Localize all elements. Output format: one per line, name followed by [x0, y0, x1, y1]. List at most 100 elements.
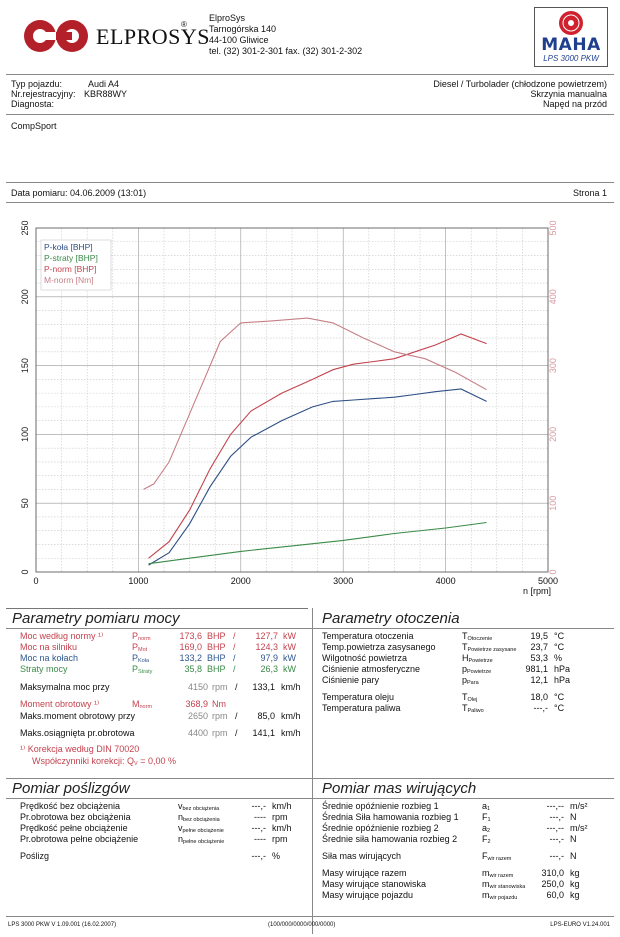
power-row-label: Moc na silniku — [20, 642, 78, 652]
mass-row-label: Masy wirujące stanowiska — [322, 879, 427, 889]
mass-row-value: ---,- — [549, 834, 565, 844]
ambient-row-value: 18,0 — [530, 692, 548, 702]
torque-unit: Nm — [212, 699, 226, 709]
series-line-3 — [143, 317, 487, 490]
y-left-tick-label: 200 — [20, 289, 30, 304]
mass-row-unit: m/s² — [570, 801, 588, 811]
company-street: Tarnogórska 140 — [209, 24, 277, 34]
ambient-row-sub: Powietrze zasysane — [467, 647, 517, 653]
header: ELPROSYS ® ElproSys Tarnogórska 140 44-1… — [0, 0, 620, 74]
power-row-kw-unit: kW — [283, 653, 296, 663]
ambient-row-label: Temperatura oleju — [322, 692, 395, 702]
slip-row-value: ---,- — [251, 851, 267, 861]
slip-row-sub: pełne obciążenie — [183, 839, 225, 845]
slip-row-unit: km/h — [272, 823, 292, 833]
ambient-row-sym: T — [462, 692, 468, 702]
power-section-title: Parametry pomiaru mocy — [12, 610, 180, 627]
ambient-row-label: Ciśnienie pary — [322, 675, 380, 685]
ambient-row-sub: Paliwo — [467, 708, 484, 714]
max-rpm-unit: rpm — [212, 728, 228, 738]
mass-row-value: 60,0 — [546, 890, 564, 900]
footer-software: LPS-EURO V1.24.001 — [550, 922, 610, 928]
ambient-row-sub: Powietrze — [468, 658, 493, 664]
power-row-kw: 127,7 — [255, 631, 278, 641]
slip-row-label: Poślizg — [20, 851, 50, 861]
mass-row-sub: 1 — [487, 806, 491, 812]
slip-row-label: Prędkość pełne obciążenie — [20, 823, 128, 833]
vehicle-type-value: Audi A4 — [88, 79, 120, 89]
maha-logo: MAHA LPS 3000 PKW — [534, 7, 608, 67]
max-rpm-speed-unit: km/h — [281, 728, 301, 738]
legend-box — [40, 239, 112, 291]
ambient-row-sub: Otoczenie — [467, 636, 493, 642]
vehicle-reg-value: KBR88WY — [84, 89, 128, 99]
ambient-row-unit: °C — [554, 631, 565, 641]
series-line-2 — [148, 333, 487, 559]
y-right-tick-label: 200 — [548, 427, 558, 442]
x-tick-label: 0 — [33, 576, 38, 586]
max-torque-label: Maks.moment obrotowy przy — [20, 711, 136, 721]
ambient-row-sym: p — [462, 664, 468, 674]
y-right-tick-label: 400 — [548, 289, 558, 304]
logo-wordmark: ELPROSYS — [96, 24, 211, 49]
y-right-tick-label: 300 — [548, 358, 558, 373]
power-row-kw: 124,3 — [255, 642, 278, 652]
ambient-row-value: 12,1 — [530, 675, 548, 685]
mass-row-label: Masy wirujące pojazdu — [322, 890, 414, 900]
mass-row-unit: kg — [570, 868, 580, 878]
ambient-row-label: Temp.powietrza zasysanego — [322, 642, 436, 652]
mass-row-value: ---,-- — [546, 801, 565, 811]
slip-row-sym: n — [178, 812, 184, 822]
ambient-row-sym: T — [462, 631, 468, 641]
elprosys-logo-icon — [24, 20, 88, 52]
y-right-tick-label: 0 — [548, 569, 558, 574]
x-axis-label: n [rpm] — [523, 586, 551, 596]
ambient-row-sym: H — [462, 653, 469, 663]
slip-row-unit: rpm — [272, 812, 288, 822]
power-row-kw: 26,3 — [260, 664, 278, 674]
power-row-symbol: PKoła — [132, 653, 149, 667]
slip-section-title: Pomiar poślizgów — [12, 780, 130, 797]
y-right-tick-label: 500 — [548, 220, 558, 235]
maha-model: LPS 3000 PKW — [543, 54, 599, 63]
mass-row-sub: wir stanowiska — [489, 884, 526, 890]
power-row-symbol: PStraty — [132, 664, 152, 678]
slip-row-unit: rpm — [272, 834, 288, 844]
gearbox-type: Skrzynia manualna — [530, 89, 607, 99]
ambient-row-value: 23,7 — [530, 642, 548, 652]
max-power-speed-unit: km/h — [281, 682, 301, 692]
slip-row-label: Prędkość bez obciążenia — [20, 801, 121, 811]
x-tick-label: 5000 — [538, 576, 558, 586]
slip-row-unit: % — [272, 851, 281, 861]
correction-note: ¹⁾ Korekcja według DIN 70020 — [20, 744, 140, 754]
max-torque-rpm-unit: rpm — [212, 711, 228, 721]
mass-row-unit: N — [570, 851, 577, 861]
max-power-rpm-unit: rpm — [212, 682, 228, 692]
maha-emblem-icon — [559, 11, 583, 35]
maha-wordmark: MAHA — [541, 35, 601, 55]
x-tick-label: 3000 — [333, 576, 353, 586]
footer-version: LPS 3000 PKW V 1.09.001 (16.02.2007) — [8, 922, 117, 928]
ambient-row-sub: Powietrze — [467, 669, 492, 675]
y-left-tick-label: 150 — [20, 358, 30, 373]
ambient-row-unit: hPa — [554, 675, 571, 685]
slip-row-sub: bez obciążenia — [182, 806, 220, 812]
ambient-row-unit: °C — [554, 703, 565, 713]
slip-row-symbol: npełne obciążenie — [178, 834, 224, 848]
mass-row-unit: N — [570, 834, 577, 844]
slip-row-sym: v — [178, 823, 183, 833]
ambient-row-unit: °C — [554, 692, 565, 702]
power-row-sep: / — [233, 642, 236, 652]
mass-row-sub: 1 — [487, 817, 491, 823]
footer-code: (100/000/0000/000/0000) — [268, 922, 336, 928]
slip-row-sub: pełne obciążenie — [182, 828, 224, 834]
power-row-sym: P — [132, 642, 139, 652]
ambient-row-label: Wilgotność powietrza — [322, 653, 408, 663]
y-left-tick-label: 50 — [20, 498, 30, 508]
drive-type: Napęd na przód — [542, 99, 607, 109]
ambient-row-sub: Para — [467, 680, 479, 686]
mass-row-sym: m — [482, 868, 490, 878]
power-row-sep: / — [233, 631, 236, 641]
mass-row-sub: wir razem — [487, 856, 512, 862]
